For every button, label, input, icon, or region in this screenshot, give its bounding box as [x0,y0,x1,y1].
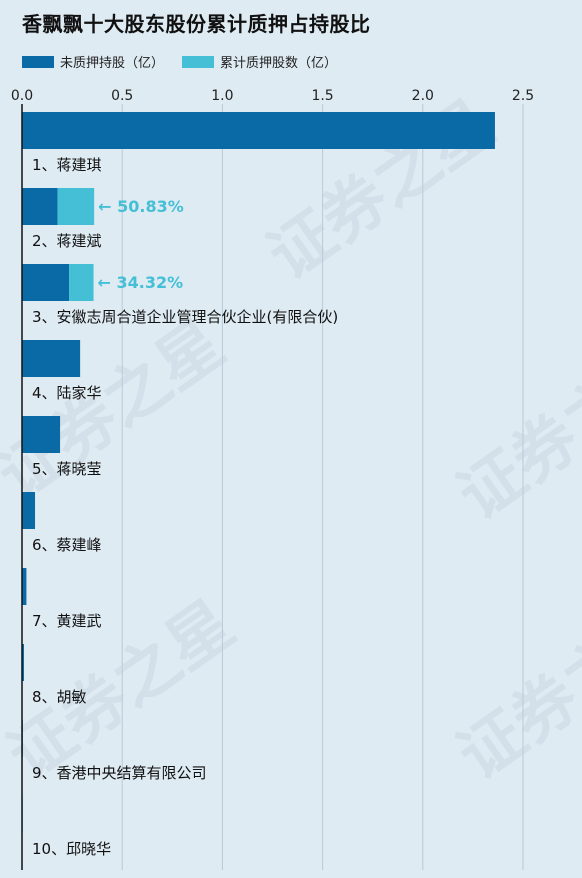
x-tick-label-3: 1.5 [311,88,333,104]
category-label-10: 10、邱晓华 [32,840,111,858]
x-tick-label-5: 2.5 [512,88,534,104]
bar-unpledged-5 [22,416,61,453]
legend-swatch-pledged [182,55,215,68]
category-label-6: 6、蔡建峰 [32,536,102,554]
annotation-label-2: ← 34.32% [98,273,184,292]
x-tick-label-1: 0.5 [111,88,133,104]
annotation-label-1: ← 50.83% [98,197,184,216]
bar-unpledged-6 [22,492,36,529]
legend-item-pledged: 累计质押股数（亿） [182,52,337,71]
bar-pledged-3 [69,264,94,301]
legend-item-unpledged: 未质押持股（亿） [22,52,164,71]
bar-unpledged-3 [22,264,70,301]
bar-unpledged-2 [22,188,58,225]
bar-unpledged-7 [22,568,27,605]
category-label-9: 9、香港中央结算有限公司 [32,764,207,782]
bar-unpledged-1 [22,112,495,149]
category-label-7: 7、黄建武 [32,612,102,630]
x-tick-label-2: 1.0 [211,88,233,104]
legend-label-unpledged: 未质押持股（亿） [60,56,165,71]
bar-unpledged-8 [22,644,25,681]
legend-label-pledged: 累计质押股数（亿） [220,56,338,71]
x-tick-label-4: 2.0 [412,88,434,104]
category-label-8: 8、胡敏 [32,688,87,706]
category-label-3: 3、安徽志周合道企业管理合伙企业(有限合伙) [32,308,338,326]
legend-swatch-unpledged [22,55,54,68]
bar-unpledged-4 [22,340,81,377]
category-label-1: 1、蒋建琪 [32,156,102,174]
legend: 未质押持股（亿） 累计质押股数（亿） [22,52,355,71]
chart-title: 香飘飘十大股东股份累计质押占持股比 [22,12,371,36]
category-label-5: 5、蒋晓莹 [32,460,102,478]
category-label-4: 4、陆家华 [32,384,102,402]
category-label-2: 2、蒋建斌 [32,232,102,250]
x-tick-label-0: 0.0 [11,88,33,104]
bar-pledged-2 [57,188,95,225]
